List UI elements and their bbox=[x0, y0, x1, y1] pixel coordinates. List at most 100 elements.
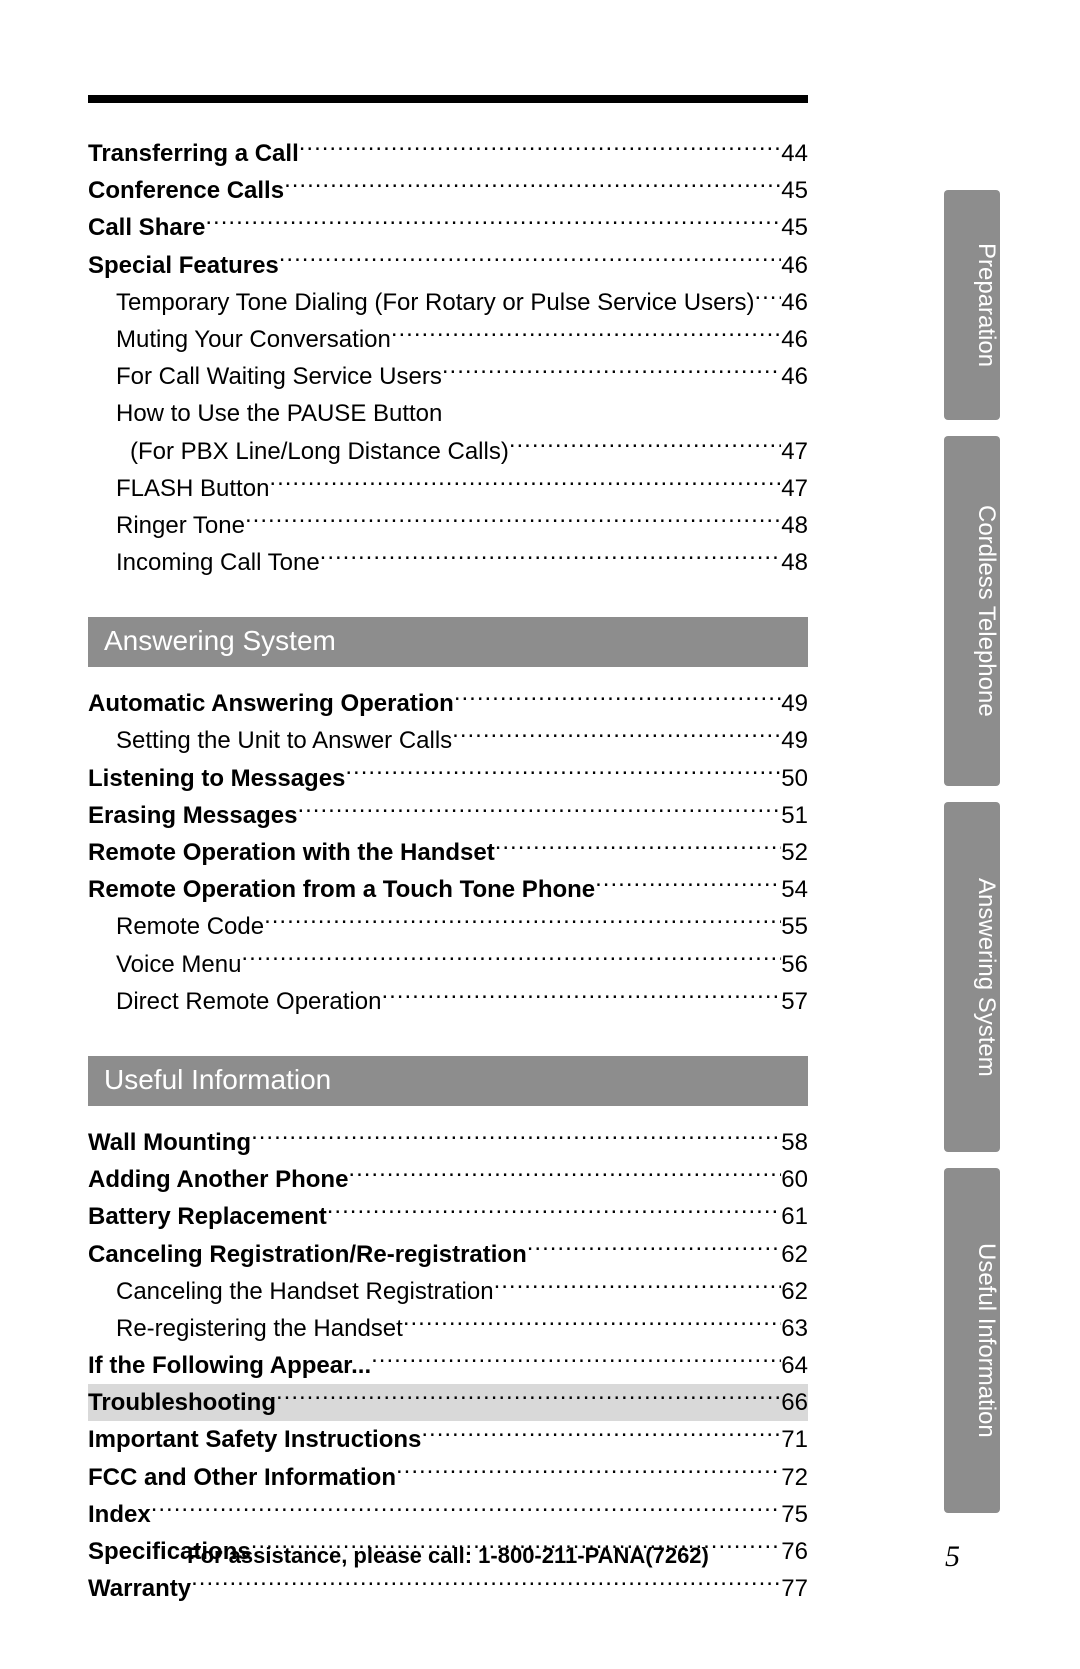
toc-label: If the Following Appear... bbox=[88, 1347, 371, 1384]
toc-row: Index75 bbox=[88, 1496, 808, 1533]
toc-row: Remote Operation with the Handset52 bbox=[88, 834, 808, 871]
toc-row: Special Features46 bbox=[88, 247, 808, 284]
toc-page: 58 bbox=[781, 1124, 808, 1161]
top-rule bbox=[88, 95, 808, 103]
toc-page: 49 bbox=[781, 722, 808, 759]
toc-leader bbox=[391, 323, 781, 347]
toc-leader bbox=[396, 1461, 781, 1485]
toc-page: 47 bbox=[781, 470, 808, 507]
toc-label: (For PBX Line/Long Distance Calls) bbox=[88, 433, 509, 470]
toc-leader bbox=[454, 687, 781, 711]
toc-page: 56 bbox=[781, 946, 808, 983]
toc-leader bbox=[279, 249, 782, 273]
toc-page: 46 bbox=[781, 321, 808, 358]
toc-label: Warranty bbox=[88, 1570, 191, 1607]
toc-leader bbox=[371, 1349, 781, 1373]
section-header: Answering System bbox=[88, 617, 808, 667]
toc-leader bbox=[421, 1423, 781, 1447]
toc-leader bbox=[205, 211, 781, 235]
toc-leader bbox=[754, 286, 781, 310]
toc-row: Important Safety Instructions71 bbox=[88, 1421, 808, 1458]
toc-label: Remote Code bbox=[88, 908, 264, 945]
toc-page: 63 bbox=[781, 1310, 808, 1347]
toc-row: Ringer Tone48 bbox=[88, 507, 808, 544]
toc-leader bbox=[442, 397, 808, 421]
toc-row: Direct Remote Operation57 bbox=[88, 983, 808, 1020]
toc-page: 61 bbox=[781, 1198, 808, 1235]
toc-leader bbox=[276, 1386, 781, 1410]
toc-page: 46 bbox=[781, 247, 808, 284]
toc-label: FCC and Other Information bbox=[88, 1459, 396, 1496]
toc-page: 45 bbox=[781, 172, 808, 209]
toc-leader bbox=[403, 1312, 781, 1336]
toc-label: For Call Waiting Service Users bbox=[88, 358, 442, 395]
toc-page: 62 bbox=[781, 1273, 808, 1310]
toc-leader bbox=[151, 1498, 782, 1522]
toc-label: Temporary Tone Dialing (For Rotary or Pu… bbox=[88, 284, 754, 321]
toc-row: Canceling the Handset Registration 62 bbox=[88, 1273, 808, 1310]
section-header: Useful Information bbox=[88, 1056, 808, 1106]
toc-label: Re-registering the Handset bbox=[88, 1310, 403, 1347]
page-number: 5 bbox=[945, 1540, 960, 1574]
toc-label: How to Use the PAUSE Button bbox=[88, 395, 442, 432]
toc-row: Setting the Unit to Answer Calls 49 bbox=[88, 722, 808, 759]
toc-row: Transferring a Call44 bbox=[88, 135, 808, 172]
toc-label: Setting the Unit to Answer Calls bbox=[88, 722, 452, 759]
toc-row: Remote Operation from a Touch Tone Phone… bbox=[88, 871, 808, 908]
toc-label: Canceling the Handset Registration bbox=[88, 1273, 494, 1310]
toc-label: Conference Calls bbox=[88, 172, 284, 209]
toc-page: 51 bbox=[781, 797, 808, 834]
toc-leader bbox=[299, 137, 782, 161]
toc-page: 55 bbox=[781, 908, 808, 945]
toc-page: 60 bbox=[781, 1161, 808, 1198]
toc-page: 46 bbox=[781, 358, 808, 395]
toc-page: 48 bbox=[781, 507, 808, 544]
toc-page: 57 bbox=[781, 983, 808, 1020]
toc-row: For Call Waiting Service Users 46 bbox=[88, 358, 808, 395]
toc-leader bbox=[297, 799, 781, 823]
assistance-footer: For assistance, please call: 1-800-211-P… bbox=[88, 1543, 808, 1569]
toc-page: 47 bbox=[781, 433, 808, 470]
toc-label: FLASH Button bbox=[88, 470, 269, 507]
toc-label: Muting Your Conversation bbox=[88, 321, 391, 358]
toc-leader bbox=[191, 1572, 781, 1596]
toc-row: Re-registering the Handset 63 bbox=[88, 1310, 808, 1347]
toc-page: 66 bbox=[781, 1384, 808, 1421]
toc-row: Muting Your Conversation 46 bbox=[88, 321, 808, 358]
toc-label: Incoming Call Tone bbox=[88, 544, 320, 581]
toc-row: Listening to Messages50 bbox=[88, 760, 808, 797]
toc-page: 77 bbox=[781, 1570, 808, 1607]
toc-row: Conference Calls 45 bbox=[88, 172, 808, 209]
toc-row: Automatic Answering Operation49 bbox=[88, 685, 808, 722]
side-tab: Preparation bbox=[944, 190, 1000, 420]
toc-page: 71 bbox=[781, 1421, 808, 1458]
toc-row: (For PBX Line/Long Distance Calls) 47 bbox=[88, 433, 808, 470]
toc-leader bbox=[494, 1275, 782, 1299]
toc-leader bbox=[269, 472, 781, 496]
toc-page: 72 bbox=[781, 1459, 808, 1496]
toc-page: 75 bbox=[781, 1496, 808, 1533]
toc-page: 52 bbox=[781, 834, 808, 871]
toc-leader bbox=[452, 724, 781, 748]
side-tab: Useful Information bbox=[944, 1168, 1000, 1513]
toc-page: 62 bbox=[781, 1236, 808, 1273]
toc-leader bbox=[284, 174, 781, 198]
toc-label: Voice Menu bbox=[88, 946, 241, 983]
toc-row: Canceling Registration/Re-registration62 bbox=[88, 1236, 808, 1273]
toc-leader bbox=[509, 435, 781, 459]
manual-page: Transferring a Call44Conference Calls45C… bbox=[0, 0, 1080, 1669]
toc-label: Erasing Messages bbox=[88, 797, 297, 834]
toc-row: Wall Mounting58 bbox=[88, 1124, 808, 1161]
toc-page: 44 bbox=[781, 135, 808, 172]
toc-page: 46 bbox=[781, 284, 808, 321]
toc-label: Listening to Messages bbox=[88, 760, 345, 797]
toc-leader bbox=[264, 910, 781, 934]
toc-leader bbox=[348, 1163, 781, 1187]
toc-leader bbox=[442, 360, 781, 384]
side-tab: Answering System bbox=[944, 802, 1000, 1152]
toc-row: FLASH Button 47 bbox=[88, 470, 808, 507]
toc-leader bbox=[251, 1126, 781, 1150]
toc-row: How to Use the PAUSE Button bbox=[88, 395, 808, 432]
side-tabs: PreparationCordless TelephoneAnswering S… bbox=[944, 190, 1000, 1513]
toc-leader bbox=[327, 1200, 782, 1224]
